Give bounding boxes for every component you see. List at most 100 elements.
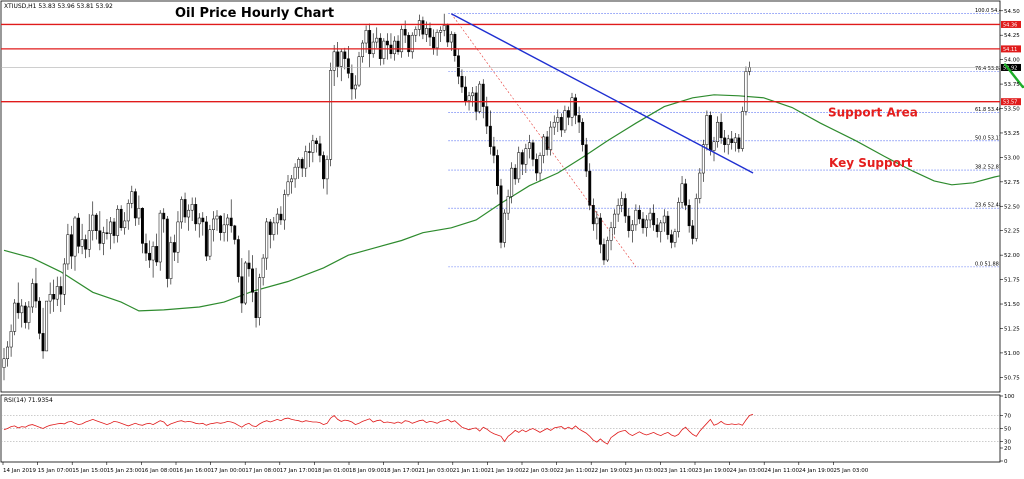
candle-body-bull: [286, 181, 290, 195]
candle-body-bull: [304, 151, 308, 169]
candle: [116, 205, 120, 243]
candle-body-bear: [492, 146, 496, 156]
candle-body-bull: [556, 117, 560, 123]
candle-body-bull: [435, 32, 439, 49]
moving-average: [3, 94, 1000, 312]
time-tick-label: 21 Jan 19:00: [487, 468, 522, 474]
candle-body-bull: [527, 142, 531, 149]
candle: [361, 40, 365, 63]
candle: [275, 208, 279, 235]
time-tick-label: 21 Jan 11:00: [453, 468, 488, 474]
candle: [268, 218, 272, 249]
candle: [148, 240, 152, 268]
candle-body-bear: [148, 252, 152, 261]
candle-body-bull: [212, 218, 215, 230]
price-tick-label: 52.00: [1004, 253, 1020, 259]
candle-body-bull: [425, 28, 428, 35]
candle: [471, 87, 475, 107]
candle: [290, 174, 294, 194]
candle-body-bear: [428, 28, 432, 38]
candle-body-bull: [9, 331, 13, 348]
candle: [229, 199, 233, 233]
candle: [112, 218, 116, 244]
candle: [158, 210, 162, 271]
candle-body-bear: [446, 25, 450, 43]
candle-body-bear: [84, 239, 88, 250]
price-tick-label: 51.75: [1004, 278, 1020, 284]
candle: [98, 211, 102, 251]
resistance-tag: [1001, 20, 1021, 28]
candle: [542, 133, 546, 164]
candle: [314, 137, 318, 153]
candle-body-bear: [112, 221, 116, 236]
candle: [162, 208, 166, 233]
candle-body-bear: [577, 115, 581, 123]
candle-body-bear: [322, 155, 325, 180]
candle: [247, 250, 251, 277]
candle-body-bear: [737, 137, 741, 149]
candle-body-bear: [723, 137, 727, 145]
candle-body-bear: [581, 121, 585, 145]
price-tick-label: 53.50: [1004, 107, 1020, 113]
rsi-tick-label: 20: [1004, 446, 1011, 452]
candle: [485, 96, 489, 134]
candle-body-bull: [116, 208, 120, 236]
candle-body-bull: [62, 263, 66, 295]
resistance-tag-label: 54.36: [1003, 22, 1017, 28]
price-tick-label: 52.50: [1004, 204, 1020, 210]
candle: [265, 218, 269, 270]
candle: [449, 31, 453, 51]
candle-body-bull: [439, 30, 443, 33]
candle: [23, 302, 27, 329]
candle: [645, 215, 648, 237]
time-tick-label: 21 Jan 03:00: [418, 468, 453, 474]
candle: [190, 197, 194, 221]
time-tick-label: 18 Jan 01:00: [314, 468, 349, 474]
candle-body-bear: [559, 117, 563, 131]
candle-body-bull: [311, 140, 315, 153]
candle: [496, 149, 499, 195]
candle-body-bull: [570, 97, 574, 118]
time-tick-label: 14 Jan 2019: [3, 468, 36, 474]
candle: [662, 209, 666, 232]
candle: [101, 226, 105, 256]
candle-body-bear: [144, 243, 148, 254]
candle-body-bear: [513, 167, 517, 180]
candle: [680, 175, 684, 209]
time-axis: 14 Jan 2019 15 Jan 07:00 15 Jan 15:00 15 Ja…: [2, 462, 869, 474]
candle-body-bear: [730, 138, 734, 143]
candle: [45, 300, 49, 352]
candle: [141, 207, 144, 254]
rsi-tick-label: 50: [1004, 427, 1011, 433]
annotation-label: Support Area: [828, 105, 918, 119]
candle: [41, 307, 45, 359]
rsi-tick-label: 70: [1004, 414, 1011, 420]
candle: [527, 134, 531, 159]
candle: [428, 22, 432, 46]
candle-body-bear: [421, 20, 425, 35]
candle-body-bear: [119, 208, 123, 229]
candle-body-bear: [574, 97, 577, 116]
candle: [705, 110, 709, 151]
candle: [414, 26, 418, 43]
candle-body-bull: [30, 283, 34, 308]
candle-body-bull: [659, 222, 663, 232]
price-tick-label: 53.75: [1004, 82, 1020, 88]
candle-body-bull: [130, 191, 134, 204]
candle: [339, 48, 343, 82]
candle-body-bull: [55, 286, 59, 300]
candle: [364, 25, 368, 53]
projection-path: [1003, 63, 1024, 89]
candle: [588, 163, 592, 211]
candle-body-bull: [375, 37, 379, 43]
candle: [144, 233, 148, 262]
candle-body-bull: [215, 215, 219, 220]
candle-body-bear: [464, 86, 467, 101]
time-tick-label: 24 Jan 03:00: [730, 468, 765, 474]
time-tick-label: 18 Jan 17:00: [384, 468, 419, 474]
candle: [59, 276, 63, 312]
candle: [574, 93, 577, 125]
symbol-info: XTIUSD,H1 53.83 53.96 53.81 53.92: [4, 3, 113, 10]
candle-body-bear: [627, 215, 631, 231]
price-tick-label: 51.50: [1004, 302, 1020, 308]
